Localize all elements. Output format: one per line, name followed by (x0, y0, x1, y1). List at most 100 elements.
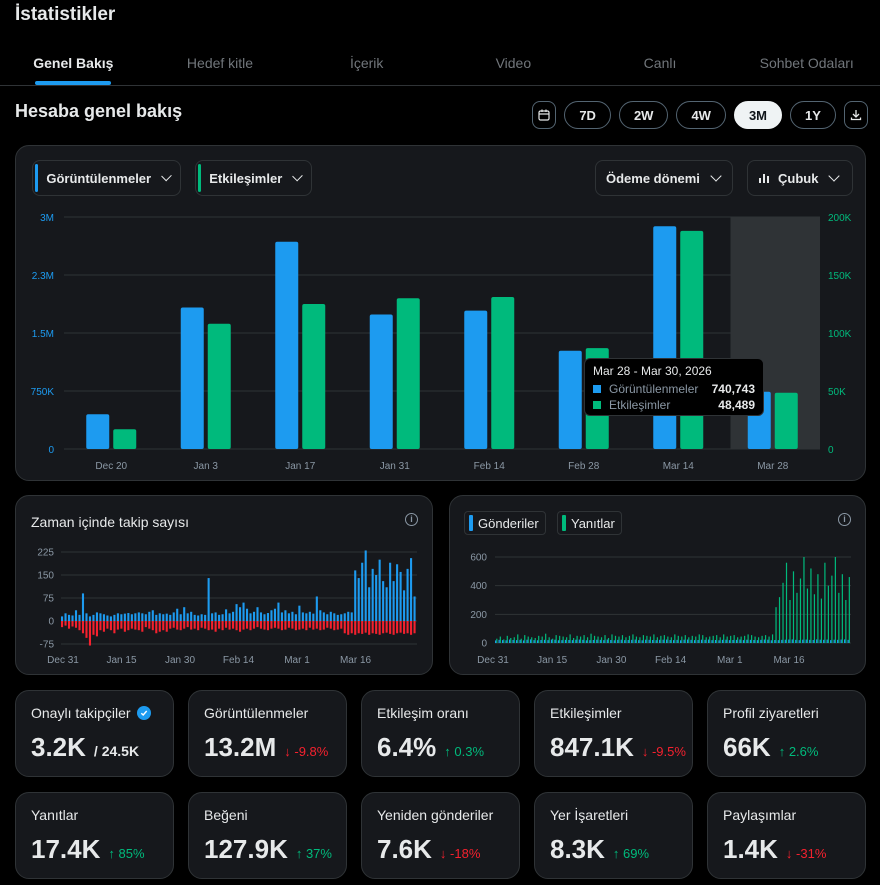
replies-bar (761, 635, 763, 643)
follow-gain-bar (81, 593, 85, 621)
posts-bar (666, 639, 668, 643)
x-tick: Feb 14 (474, 461, 506, 472)
replies-bar (531, 637, 533, 643)
stat-delta: ↓ -31% (785, 846, 827, 861)
replies-bar (639, 637, 641, 643)
follow-loss-bar (214, 621, 217, 632)
stat-label: Görüntülenmeler (204, 705, 309, 721)
tooltip-engagements-label: Etkileşimler (609, 398, 671, 412)
replies-bar (621, 635, 624, 643)
follow-gain-bar (162, 614, 165, 621)
follow-loss-bar (158, 621, 161, 632)
replies-bar (513, 637, 515, 643)
follow-loss-bar (301, 621, 304, 629)
tab-video[interactable]: Video (495, 55, 532, 71)
posts-chip[interactable]: Gönderiler (464, 511, 546, 535)
replies-bar (744, 635, 746, 643)
x-tick: Jan 31 (380, 461, 410, 472)
views-color-indicator (35, 164, 39, 192)
tab-chat-rooms[interactable]: Sohbet Odaları (759, 55, 854, 71)
metric1-select[interactable]: Görüntülenmeler (32, 160, 181, 196)
posts-bar (693, 640, 696, 643)
tab-content[interactable]: İçerik (349, 55, 384, 71)
x-tick: Jan 15 (537, 655, 567, 666)
follow-gain-bar (354, 570, 357, 621)
follow-gain-bar (270, 610, 273, 621)
follow-gain-bar (148, 611, 151, 621)
replies-bar (709, 636, 711, 643)
info-icon[interactable]: i (838, 513, 851, 526)
posts-bar (638, 640, 640, 643)
follow-loss-bar (106, 621, 109, 629)
posts-bar (788, 639, 790, 643)
replies-chip[interactable]: Yanıtlar (557, 511, 622, 535)
tab-live[interactable]: Canlı (643, 55, 677, 71)
range-3m-button[interactable]: 3M (733, 101, 782, 129)
period-select[interactable]: Ödeme dönemi (595, 160, 733, 196)
follow-loss-bar (305, 621, 308, 631)
range-7d-button[interactable]: 7D (564, 101, 611, 129)
follow-gain-bar (204, 614, 207, 621)
replies-bar (677, 635, 679, 643)
stat-delta: ↑ 0.3% (444, 744, 485, 759)
follow-loss-bar (385, 621, 388, 633)
posts-bar (777, 640, 779, 643)
replies-bar (705, 637, 707, 643)
tab-audience[interactable]: Hedef kitle (186, 55, 254, 71)
follow-loss-bar (81, 621, 85, 634)
download-button[interactable] (844, 101, 868, 129)
replies-bar (618, 636, 620, 643)
follow-bar-chart: 225 150 75 0 -75 Dec 31 Jan 15 Jan 30 Feb 14 Mar … (37, 548, 417, 666)
tab-overview[interactable]: Genel Bakış (0, 40, 147, 85)
stat-label: Etkileşimler (550, 705, 622, 721)
stat-delta: ↑ 37% (295, 846, 332, 861)
overview-bar-chart: 0 750K 1.5M 2.3M 3M 0 50K 100K 150K 200K Dec 20 Jan… (31, 213, 852, 472)
replies-bar (583, 635, 585, 643)
posts-bar (784, 639, 786, 643)
replies-bar (754, 636, 756, 643)
follow-gain-bar (137, 612, 140, 621)
follow-loss-bar (113, 621, 116, 634)
info-icon[interactable]: i (405, 513, 418, 526)
follow-loss-bar (197, 621, 200, 631)
range-4w-button[interactable]: 4W (676, 101, 726, 129)
posts-bar (830, 640, 832, 643)
follow-loss-bar (102, 621, 105, 632)
posts-bar (641, 640, 643, 643)
stat-engagement-rate: Etkileşim oranı 6.4% ↑ 0.3% (361, 690, 520, 777)
posts-bar (589, 640, 591, 643)
replies-bar (642, 635, 645, 643)
calendar-button[interactable] (532, 101, 557, 129)
replies-bar (646, 635, 648, 643)
replies-bar (632, 634, 634, 643)
stat-replies: Yanıtlar 17.4K ↑ 85% (15, 792, 174, 879)
chart-type-select[interactable]: Çubuk (747, 160, 853, 196)
y-tick: 200 (470, 610, 487, 621)
follow-gain-bar (382, 581, 385, 621)
follow-loss-bar (406, 621, 409, 634)
replies-bar (607, 637, 610, 643)
stat-delta: ↓ -9.8% (284, 744, 329, 759)
follow-loss-bar (312, 621, 315, 630)
y-right-tick: 100K (828, 329, 852, 340)
replies-bar (796, 592, 798, 643)
posts-bar (763, 639, 765, 643)
metric2-select[interactable]: Etkileşimler (195, 160, 312, 196)
follow-loss-bar (336, 621, 339, 630)
follow-gain-bar (350, 612, 353, 621)
range-1y-button[interactable]: 1Y (790, 101, 836, 129)
replies-bar (586, 637, 589, 643)
range-2w-button[interactable]: 2W (618, 101, 669, 129)
stat-value: 847.1K (550, 732, 634, 762)
follow-gain-bar (322, 612, 325, 621)
replies-bar (538, 635, 540, 643)
replies-bar (841, 574, 843, 643)
follow-loss-bar (134, 621, 137, 630)
y-left-tick: 750K (31, 387, 55, 398)
follow-loss-bar (232, 621, 235, 629)
posts-bar (505, 640, 507, 643)
follow-gain-bar (64, 613, 67, 621)
posts-bar (508, 639, 511, 643)
follow-gain-bar (179, 614, 182, 621)
follow-gain-bar (214, 612, 217, 621)
